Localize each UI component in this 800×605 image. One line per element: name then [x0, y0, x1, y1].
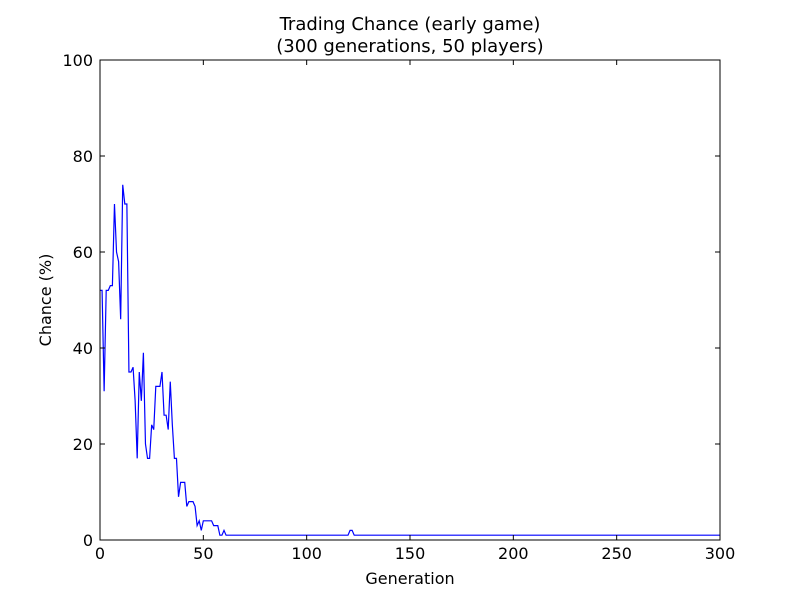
plot-frame: [99, 59, 721, 541]
series-line-0: [100, 184, 720, 536]
chart-title: Trading Chance (early game): [279, 14, 541, 35]
y-tick-label: 80: [73, 147, 93, 166]
y-axis-label: Chance (%): [36, 254, 55, 347]
x-tick-label: 50: [193, 544, 213, 563]
x-tick-label: 150: [395, 544, 426, 563]
plot-area: 0 50 100 150 200 250 300 0 20 40 60 80 100: [62, 51, 735, 563]
x-tick-label: 200: [498, 544, 529, 563]
x-tick-label: 300: [705, 544, 736, 563]
x-tick-label: 0: [95, 544, 105, 563]
y-tick-label: 0: [83, 531, 93, 550]
y-tick-label: 20: [73, 435, 93, 454]
y-tick-label: 100: [62, 51, 93, 70]
x-tick-label: 100: [291, 544, 322, 563]
x-tick-label: 250: [601, 544, 632, 563]
x-axis-label: Generation: [365, 569, 454, 588]
y-tick-label: 40: [73, 339, 93, 358]
chart-subtitle: (300 generations, 50 players): [276, 36, 543, 57]
y-tick-label: 60: [73, 243, 93, 262]
